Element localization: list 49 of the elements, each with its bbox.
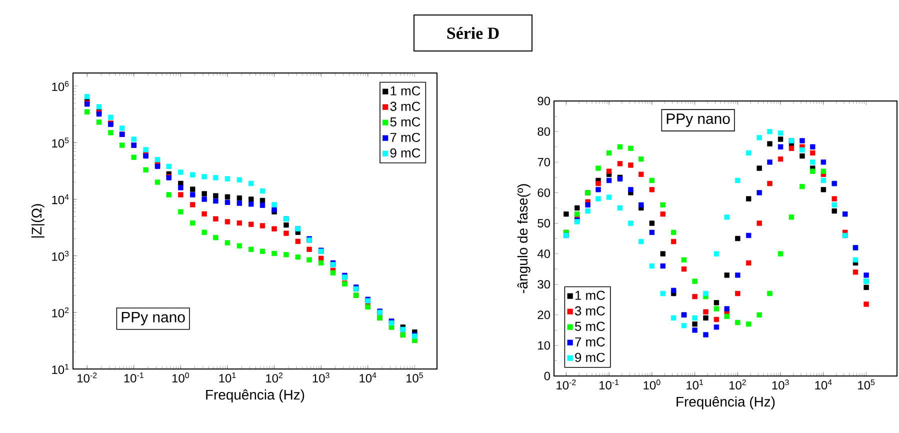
x-axis-title: Frequência (Hz)	[206, 389, 304, 402]
y-tick-label: 90	[538, 96, 550, 106]
legend-label: 3 mC	[574, 306, 605, 316]
x-tick-label: 10$^{-2}$	[78, 372, 97, 383]
x-tick-label: 10$^{1}$	[686, 380, 704, 390]
x-tick-label: 10$^{3}$	[772, 380, 789, 390]
x-tick-label: 10$^{0}$	[644, 380, 660, 390]
x-tick-label: 10$^{2}$	[266, 372, 282, 383]
x-tick-label: 10$^{1}$	[219, 372, 236, 382]
chart-title: Série D	[447, 27, 499, 39]
y-tick-label: 20	[538, 310, 550, 320]
legend-label: 7 mC	[390, 132, 420, 142]
legend-label: 3 mC	[390, 102, 420, 111]
x-axis-title: Frequência (Hz)	[676, 396, 775, 410]
y-axis-title: |Z|(Ω)	[31, 204, 44, 238]
legend-label: 1 mC	[575, 290, 605, 300]
y-tick-label: 30	[538, 280, 550, 289]
x-tick-label: 10$^{3}$	[312, 372, 330, 383]
x-tick-label: 10$^{5}$	[858, 380, 875, 390]
legend-label: 1 mC	[390, 86, 420, 96]
x-tick-label: 10$^{5}$	[406, 372, 423, 382]
x-tick-label: 10$^{-1}$	[124, 372, 144, 382]
y-tick-label: 10$^{3}$	[52, 250, 69, 261]
y-tick-label: 10$^{2}$	[52, 307, 69, 318]
x-tick-label: 10$^{-2}$	[556, 380, 576, 390]
x-tick-label: 10$^{0}$	[172, 372, 189, 383]
x-tick-label: 10$^{4}$	[815, 380, 832, 390]
legend-label: 9 mC	[390, 148, 420, 158]
y-tick-label: 10$^{6}$	[52, 81, 69, 92]
y-tick-label: 70	[538, 158, 550, 166]
x-tick-label: 10$^{2}$	[729, 380, 746, 390]
y-tick-label: 10$^{4}$	[52, 194, 69, 204]
x-tick-label: 10$^{-1}$	[600, 380, 619, 390]
y-tick-label: 80	[538, 127, 550, 136]
y-tick-label: 10$^{5}$	[52, 138, 69, 148]
annotation: PPy nano	[122, 312, 185, 326]
annotation: PPy nano	[666, 114, 730, 127]
legend-label: 9 mC	[575, 352, 605, 362]
legend-label: 5 mC	[574, 322, 605, 331]
y-tick-label: 10$^{1}$	[52, 364, 69, 374]
y-tick-label: 50	[538, 219, 550, 228]
y-tick-label: 10	[538, 341, 550, 350]
legend-label: 5 mC	[390, 117, 420, 126]
y-tick-label: 0	[544, 372, 550, 380]
y-axis-title: -ângulo de fase(º)	[517, 184, 530, 294]
legend-label: 7 mC	[575, 337, 605, 346]
y-tick-label: 40	[537, 250, 550, 258]
y-tick-label: 60	[538, 188, 550, 197]
x-tick-label: 10$^{4}$	[360, 372, 376, 382]
